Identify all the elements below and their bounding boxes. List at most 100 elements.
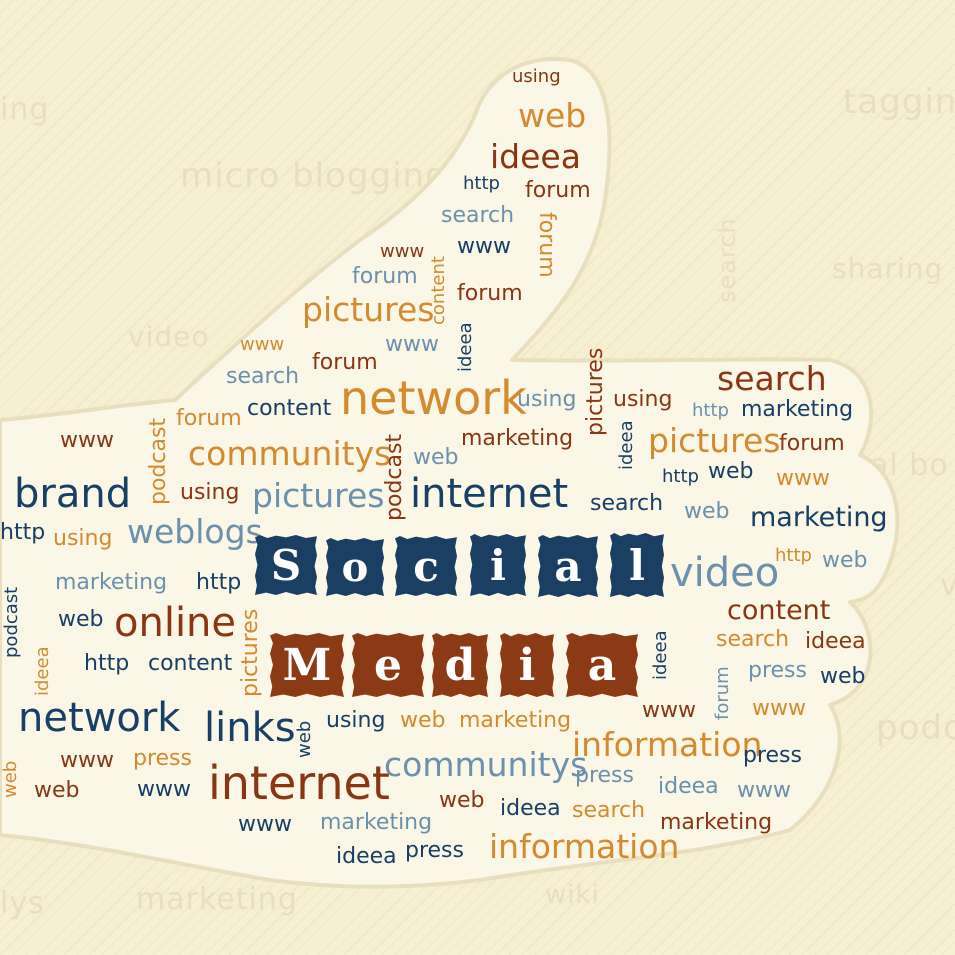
word: marketing [750, 502, 888, 533]
word: search [717, 359, 827, 398]
word: www [238, 812, 292, 837]
background-word: video [128, 320, 210, 353]
word: search [441, 203, 515, 228]
word: communitys [384, 745, 588, 784]
title-letter-tile: o [326, 538, 384, 596]
word: video [670, 550, 780, 596]
word: marketing [459, 708, 572, 733]
word: pictures [648, 421, 781, 460]
word: press [133, 746, 192, 771]
word: http [692, 400, 729, 421]
word: using [512, 66, 561, 87]
word: marketing [660, 810, 773, 835]
background-word: ing [0, 92, 50, 127]
word: www [642, 698, 696, 723]
word: press [748, 658, 807, 683]
background-word: micro blogging [180, 156, 448, 196]
word: brand [14, 471, 132, 517]
word: www [385, 332, 439, 357]
word: using [53, 526, 113, 551]
background-word: lys [0, 886, 45, 921]
word: ideea [455, 322, 476, 372]
word: ideea [336, 844, 397, 869]
word: pictures [302, 290, 435, 329]
word: internet [410, 471, 569, 517]
word: www [776, 466, 830, 491]
word: content [148, 651, 233, 676]
word: web [518, 96, 587, 135]
word: http [463, 173, 500, 194]
word: marketing [55, 570, 168, 595]
word: web [0, 760, 21, 798]
word: forum [712, 666, 733, 720]
word: using [326, 708, 386, 733]
word: www [457, 234, 511, 259]
word: network [18, 695, 181, 741]
word: web [400, 708, 446, 733]
word: content [727, 595, 831, 626]
word: ideea [658, 774, 719, 799]
word: search [572, 798, 646, 823]
word: forum [457, 281, 523, 306]
word: web [822, 548, 868, 573]
word: forum [176, 406, 242, 431]
word: ideea [490, 137, 581, 176]
word: forum [534, 212, 559, 278]
background-word: sharing [832, 252, 944, 285]
word: www [137, 777, 191, 802]
title-letter-tile: l [610, 533, 664, 597]
word: web [439, 788, 485, 813]
word: pictures [583, 347, 608, 436]
word: forum [779, 431, 845, 456]
title-letter-tile: e [352, 633, 424, 697]
word: web [820, 664, 866, 689]
word: search [590, 491, 664, 516]
title-letter-tile: a [566, 633, 638, 697]
word: weblogs [127, 512, 263, 551]
word: using [517, 387, 577, 412]
word: web [58, 607, 104, 632]
title-letter-tile: i [470, 534, 526, 596]
word: http [662, 466, 699, 487]
word: marketing [741, 397, 854, 422]
word: www [380, 241, 425, 262]
background-word: marketing [136, 882, 298, 917]
word: web [34, 778, 80, 803]
title-letter-tile: i [500, 633, 554, 697]
word: press [743, 743, 802, 768]
word: search [716, 627, 790, 652]
word: www [752, 696, 806, 721]
word: www [60, 428, 114, 453]
word: forum [525, 178, 591, 203]
word: podcast [1, 586, 22, 658]
word: content [247, 396, 332, 421]
word: www [240, 334, 285, 355]
word: links [204, 705, 296, 751]
word: forum [352, 264, 418, 289]
word: information [489, 827, 680, 866]
word: network [340, 371, 527, 425]
title-letter-tile: d [432, 633, 488, 697]
word: using [180, 480, 240, 505]
word: http [84, 651, 130, 676]
word: marketing [461, 426, 574, 451]
word: search [226, 364, 300, 389]
word: ideea [32, 646, 53, 696]
word: web [413, 445, 459, 470]
word: http [775, 545, 812, 566]
word: online [114, 600, 237, 646]
background-word: tagging [843, 82, 955, 122]
word: web [294, 720, 315, 758]
word: press [575, 763, 634, 788]
word: ideea [805, 629, 866, 654]
word: pictures [238, 608, 263, 697]
word: http [196, 570, 242, 595]
word: marketing [320, 810, 433, 835]
word: web [708, 459, 754, 484]
word: internet [208, 756, 390, 810]
title-letter-tile: c [395, 536, 457, 596]
word: web [684, 499, 730, 524]
word: pictures [252, 476, 385, 515]
word: press [405, 838, 464, 863]
